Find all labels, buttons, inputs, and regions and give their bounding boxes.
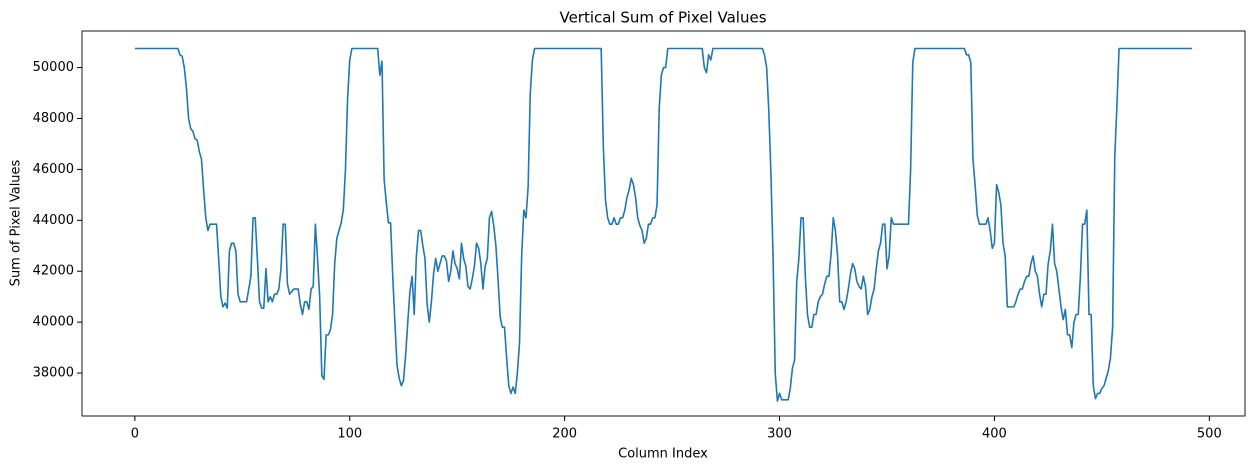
plot-frame: [81, 30, 1246, 417]
y-tick-label: 40000: [33, 315, 74, 330]
y-tick-label: 50000: [33, 60, 74, 75]
y-tick-label: 44000: [33, 213, 74, 228]
x-tick-label: 0: [131, 427, 139, 442]
y-tick-label: 42000: [33, 264, 74, 279]
x-tick-label: 100: [337, 427, 362, 442]
y-tick-label: 46000: [33, 162, 74, 177]
data-line: [134, 47, 1193, 402]
x-tick-label: 300: [767, 427, 792, 442]
y-axis-label: Sum of Pixel Values: [9, 159, 24, 286]
chart-title: Vertical Sum of Pixel Values: [559, 9, 766, 27]
y-tick-label: 48000: [33, 111, 74, 126]
x-axis-label: Column Index: [618, 447, 708, 462]
y-tick-label: 38000: [33, 366, 74, 381]
x-tick-label: 500: [1197, 427, 1222, 442]
x-tick-label: 400: [982, 427, 1007, 442]
x-tick-label: 200: [552, 427, 577, 442]
